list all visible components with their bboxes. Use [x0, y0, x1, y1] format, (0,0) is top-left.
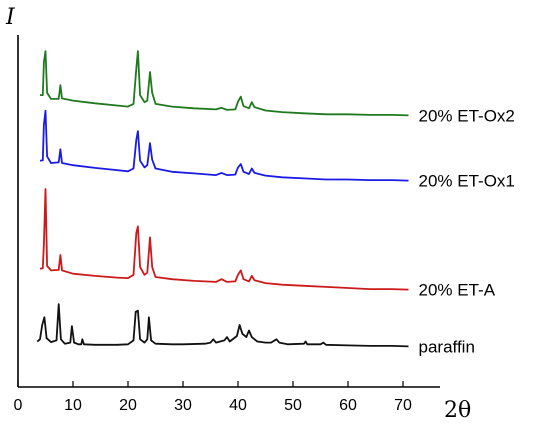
- x-tick-label-40: 40: [229, 397, 247, 414]
- series-labels: 20% ET-Ox2 20% ET-Ox1 20% ET-A paraffin: [419, 106, 515, 356]
- x-axis-title: 2θ: [444, 398, 471, 423]
- series-label-0: 20% ET-Ox2: [419, 106, 515, 125]
- x-tick-label-50: 50: [284, 397, 302, 414]
- x-tick-label-0: 0: [14, 397, 23, 414]
- x-tick-label-10: 10: [64, 397, 82, 414]
- series-label-1: 20% ET-Ox1: [419, 172, 515, 191]
- x-tick-label-60: 60: [339, 397, 357, 414]
- series-label-2: 20% ET-A: [419, 281, 496, 300]
- x-axis-ticks: 0 10 20 30 40 50 60 70: [14, 381, 412, 414]
- y-axis-title: I: [5, 5, 16, 30]
- x-tick-label-70: 70: [394, 397, 412, 414]
- x-tick-label-20: 20: [119, 397, 137, 414]
- x-tick-label-30: 30: [174, 397, 192, 414]
- series-line-3: [36, 303, 409, 348]
- series-lines: [36, 50, 409, 348]
- series-line-0: [40, 50, 409, 117]
- series-line-2: [39, 188, 409, 291]
- series-label-3: paraffin: [419, 337, 475, 356]
- series-line-1: [39, 109, 409, 182]
